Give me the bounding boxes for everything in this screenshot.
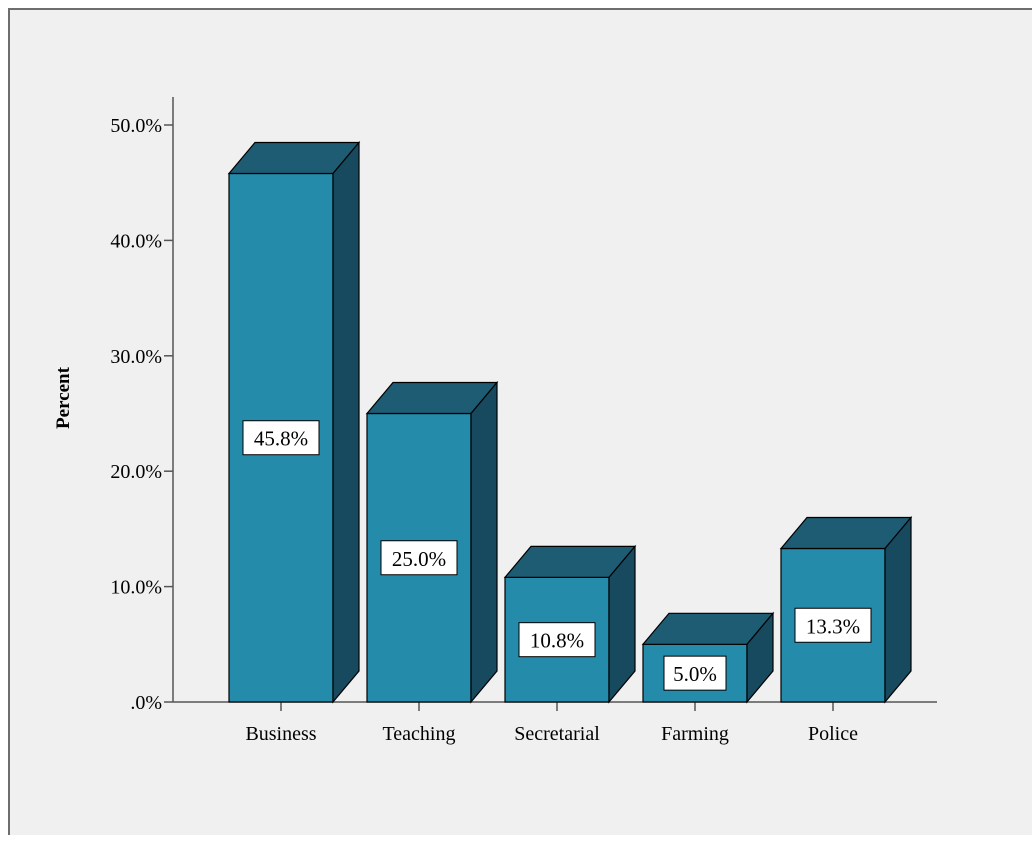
data-label: 25.0% xyxy=(380,540,458,576)
data-label-text: 5.0% xyxy=(673,662,717,686)
y-axis-label: Percent xyxy=(53,366,74,429)
y-tick-label: 20.0% xyxy=(110,461,162,483)
bar-chart: .0% 10.0% 20.0% 30.0% 40.0% 50.0% Business 45.… xyxy=(53,97,937,745)
data-label: 5.0% xyxy=(663,655,727,691)
y-tick-label: 10.0% xyxy=(110,577,162,599)
data-label: 10.8% xyxy=(518,622,596,658)
bar-side xyxy=(608,544,636,704)
bar-side xyxy=(884,515,912,704)
labels: Business 45.8% Teaching 25.0% Secretarial 10.… xyxy=(242,420,872,745)
data-label-box xyxy=(663,655,727,691)
data-label-box xyxy=(518,622,596,658)
y-tick-label: 50.0% xyxy=(110,115,162,137)
x-tick-label: Teaching xyxy=(382,723,455,745)
bar-side xyxy=(332,140,360,704)
bar-side xyxy=(470,380,498,704)
x-tick-label: Secretarial xyxy=(514,723,600,745)
bar-police xyxy=(779,515,913,704)
y-tick-label: 30.0% xyxy=(110,346,162,368)
bar-side xyxy=(746,611,774,704)
chart-area: .0% 10.0% 20.0% 30.0% 40.0% 50.0% Business 45.… xyxy=(8,8,1032,835)
x-tick-label: Farming xyxy=(661,723,729,745)
data-label-box xyxy=(242,420,320,456)
x-tick-label: Business xyxy=(245,723,316,745)
data-label-text: 10.8% xyxy=(530,629,584,653)
data-label-text: 13.3% xyxy=(806,614,860,638)
y-tick-label: 40.0% xyxy=(110,230,162,252)
data-label-text: 25.0% xyxy=(392,547,446,571)
data-label-text: 45.8% xyxy=(254,427,308,451)
y-tick-label: .0% xyxy=(130,692,162,714)
x-tick-label: Police xyxy=(808,723,858,745)
data-label-box xyxy=(794,607,872,643)
data-label: 13.3% xyxy=(794,607,872,643)
data-label-box xyxy=(380,540,458,576)
data-label: 45.8% xyxy=(242,420,320,456)
